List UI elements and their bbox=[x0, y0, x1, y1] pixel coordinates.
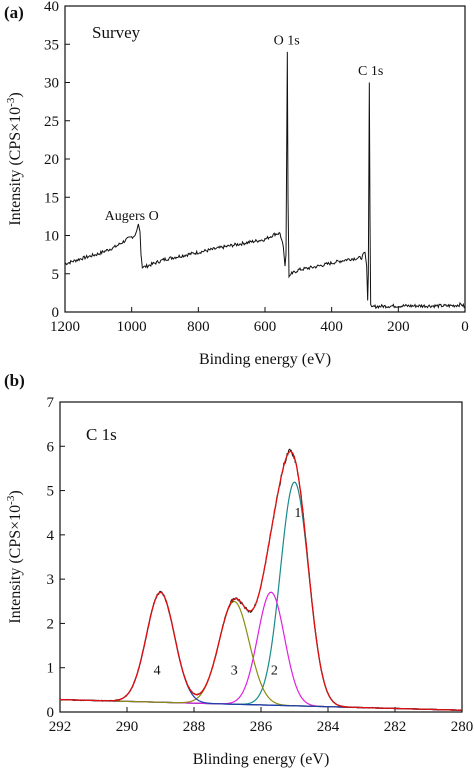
c1s-x-tick-label: 284 bbox=[317, 719, 340, 735]
survey-y-tick-label: 40 bbox=[44, 0, 59, 15]
c1s-peak-label: 1 bbox=[294, 506, 301, 521]
survey-x-tick-label: 600 bbox=[254, 319, 277, 335]
survey-ticks: 1200 1000 800 600 400 200 0 0 5 10 15 20 25 30 35 40 bbox=[44, 0, 469, 335]
survey-x-tick-label: 800 bbox=[187, 319, 210, 335]
c1s-x-tick-label: 286 bbox=[250, 719, 273, 735]
c1s-peak-label: 3 bbox=[231, 663, 238, 678]
c1s-y-tick-label: 6 bbox=[47, 439, 55, 455]
survey-y-tick-label: 20 bbox=[44, 152, 59, 168]
c1s-y-tick-label: 1 bbox=[47, 661, 55, 677]
survey-y-tick-label: 0 bbox=[52, 305, 60, 321]
survey-y-tick-label: 25 bbox=[44, 114, 59, 130]
survey-x-axis-title: Binding energy (eV) bbox=[199, 351, 331, 368]
c1s-y-tick-label: 7 bbox=[47, 395, 55, 411]
survey-annotation: O 1s bbox=[274, 33, 300, 48]
survey-x-tick-label: 0 bbox=[461, 319, 469, 335]
c1s-ticks: 292 290 288 286 284 282 280 0 1 2 3 4 5 6 7 bbox=[47, 395, 474, 735]
survey-series bbox=[64, 51, 466, 310]
c1s-y-tick-label: 0 bbox=[47, 705, 55, 721]
survey-y-tick-label: 15 bbox=[44, 190, 59, 206]
c1s-x-tick-label: 292 bbox=[49, 719, 72, 735]
c1s-x-tick-label: 280 bbox=[451, 719, 474, 735]
c1s-x-axis-title: Blinding energy (eV) bbox=[193, 751, 330, 768]
survey-plot-frame bbox=[64, 5, 466, 313]
c1s-y-axis-title: Intensity (CPS×10-3) bbox=[5, 490, 24, 623]
survey-y-tick-label: 35 bbox=[44, 37, 59, 53]
c1s-peak-label: 4 bbox=[154, 663, 161, 678]
c1s-plot-frame bbox=[59, 401, 463, 713]
c1s-y-tick-label: 4 bbox=[47, 528, 55, 544]
c1s-x-tick-label: 282 bbox=[384, 719, 407, 735]
c1s-panel: 292 290 288 286 284 282 280 0 1 2 3 4 5 6 7 1 2 3 4 (b) C… bbox=[4, 371, 473, 768]
c1s-component-1-line bbox=[59, 481, 463, 711]
survey-x-tick-label: 400 bbox=[320, 319, 343, 335]
survey-panel: 1200 1000 800 600 400 200 0 0 5 10 15 20 25 30 35 40 Au… bbox=[4, 0, 469, 368]
survey-annotations: Augers O O 1s C 1s bbox=[105, 33, 384, 224]
survey-x-tick-label: 200 bbox=[387, 319, 410, 335]
c1s-series bbox=[59, 448, 463, 712]
c1s-y-tick-label: 5 bbox=[47, 484, 55, 500]
panel-b-label: (b) bbox=[4, 371, 25, 390]
survey-spectrum-line bbox=[64, 51, 466, 310]
survey-x-tick-label: 1200 bbox=[50, 319, 80, 335]
survey-y-tick-label: 30 bbox=[44, 76, 59, 92]
c1s-envelope-line bbox=[59, 450, 463, 711]
c1s-annotations: 1 2 3 4 bbox=[154, 506, 302, 678]
c1s-y-tick-label: 2 bbox=[47, 616, 55, 632]
survey-annotation: C 1s bbox=[358, 64, 383, 79]
survey-y-axis-title: Intensity (CPS×10-3) bbox=[5, 92, 24, 225]
survey-y-tick-label: 5 bbox=[52, 267, 60, 283]
c1s-x-tick-label: 288 bbox=[183, 719, 206, 735]
c1s-raw-line bbox=[59, 448, 463, 712]
c1s-x-tick-label: 290 bbox=[116, 719, 139, 735]
survey-x-tick-label: 1000 bbox=[117, 319, 147, 335]
survey-title: Survey bbox=[92, 23, 141, 42]
c1s-title: C 1s bbox=[86, 425, 117, 444]
survey-annotation: Augers O bbox=[105, 209, 159, 224]
c1s-y-tick-label: 3 bbox=[47, 572, 55, 588]
panel-a-label: (a) bbox=[4, 3, 24, 22]
survey-y-tick-label: 10 bbox=[44, 229, 59, 245]
c1s-peak-label: 2 bbox=[271, 663, 278, 678]
